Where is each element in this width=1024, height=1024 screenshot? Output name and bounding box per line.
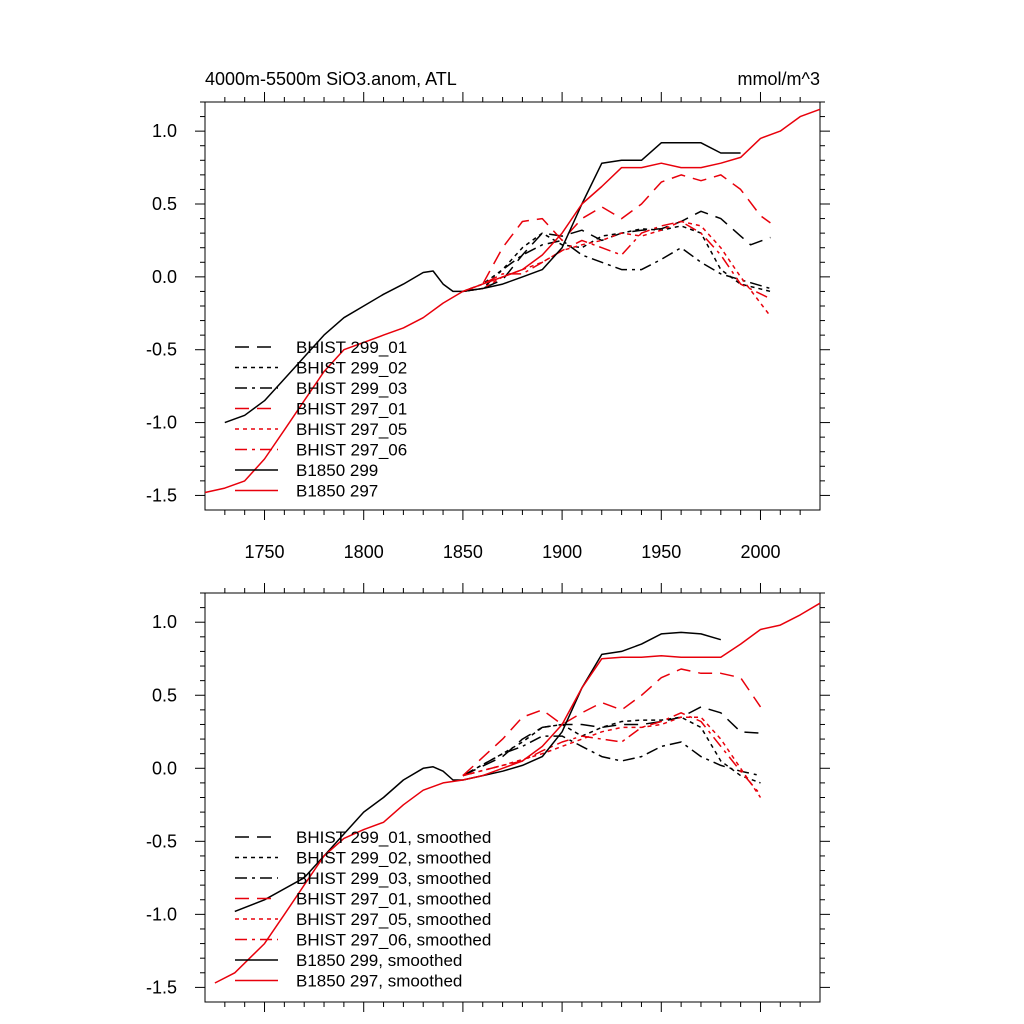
x-tick-label: 1800 bbox=[344, 542, 384, 562]
y-tick-label: -1.0 bbox=[146, 904, 177, 924]
x-tick-label: 1750 bbox=[244, 542, 284, 562]
y-tick-label: -1.5 bbox=[146, 485, 177, 505]
series-line bbox=[462, 735, 761, 777]
series-line bbox=[462, 716, 762, 798]
legend-label: BHIST 299_02 bbox=[296, 359, 407, 378]
y-tick-label: -1.5 bbox=[146, 977, 177, 997]
legend-label: B1850 299 bbox=[296, 461, 378, 480]
legend-label: BHIST 299_02, smoothed bbox=[296, 849, 491, 868]
top-panel: 1750 1800 1850 1900 1950 2000 -1.5 -1.0 -0.5 0.0 0… bbox=[146, 92, 830, 562]
series-line bbox=[462, 712, 762, 796]
series-line bbox=[214, 602, 821, 984]
x-tick-label: 1950 bbox=[641, 542, 681, 562]
y-tick-label: 0.0 bbox=[152, 267, 177, 287]
y-tick-label: 1.0 bbox=[152, 121, 177, 141]
legend-label: B1850 299, smoothed bbox=[296, 951, 462, 970]
x-tick-label: 1900 bbox=[542, 542, 582, 562]
bottom-panel: -1.5 -1.0 -0.5 0.0 0.5 1.0 BHIST 299_01, smoot… bbox=[146, 583, 830, 1012]
y-tick-label: 0.5 bbox=[152, 194, 177, 214]
legend-label: BHIST 297_06 bbox=[296, 441, 407, 460]
series-line bbox=[462, 706, 761, 777]
y-tick-label: -1.0 bbox=[146, 413, 177, 433]
series-line bbox=[204, 108, 821, 494]
legend-label: B1850 297, smoothed bbox=[296, 972, 462, 991]
legend-label: BHIST 297_05 bbox=[296, 420, 407, 439]
series-line bbox=[462, 220, 771, 317]
series-line bbox=[462, 174, 771, 293]
y-tick-label: 1.0 bbox=[152, 612, 177, 632]
y-tick-label: -0.5 bbox=[146, 831, 177, 851]
series-line bbox=[462, 225, 771, 293]
series-line bbox=[462, 210, 771, 293]
y-tick-label: -0.5 bbox=[146, 340, 177, 360]
units-label: mmol/m^3 bbox=[738, 69, 820, 89]
series-line bbox=[462, 716, 761, 784]
legend-label: BHIST 299_01 bbox=[296, 338, 407, 357]
chart-title: 4000m-5500m SiO3.anom, ATL bbox=[205, 69, 457, 89]
series-line bbox=[462, 668, 762, 777]
legend-label: BHIST 297_01 bbox=[296, 400, 407, 419]
legend-label: BHIST 299_03 bbox=[296, 379, 407, 398]
y-tick-label: 0.0 bbox=[152, 758, 177, 778]
legend-label: B1850 297 bbox=[296, 482, 378, 501]
legend-label: BHIST 297_05, smoothed bbox=[296, 910, 491, 929]
series-line bbox=[462, 220, 771, 300]
x-tick-label: 2000 bbox=[740, 542, 780, 562]
x-tick-label: 1850 bbox=[443, 542, 483, 562]
legend-label: BHIST 299_01, smoothed bbox=[296, 828, 491, 847]
legend-label: BHIST 297_01, smoothed bbox=[296, 890, 491, 909]
legend-label: BHIST 297_06, smoothed bbox=[296, 931, 491, 950]
y-tick-label: 0.5 bbox=[152, 685, 177, 705]
legend-label: BHIST 299_03, smoothed bbox=[296, 869, 491, 888]
series-line bbox=[462, 239, 771, 293]
